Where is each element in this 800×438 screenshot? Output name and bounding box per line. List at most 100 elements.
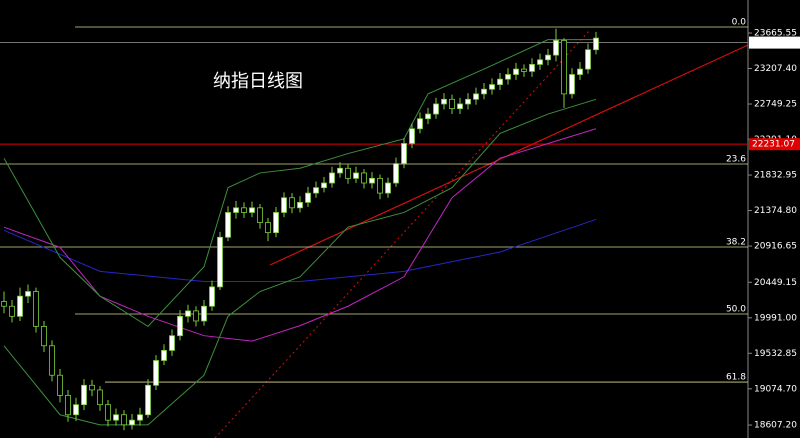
candle-body [281,197,287,213]
candle-body [169,335,175,351]
indicator-line [3,98,597,426]
candle-body [1,301,7,307]
candle-body [513,68,519,75]
candle-body [153,360,159,386]
candle-body [337,167,343,174]
candle-body [569,74,575,95]
indicator-line [3,39,596,328]
fib-label: 0.0 [732,18,747,28]
candle-body [137,414,143,421]
candle-body [345,167,351,179]
candle-body [89,384,95,391]
candle-body [97,389,103,406]
candle-body [457,103,463,110]
y-tick-label: 20916.65 [754,242,797,252]
candle-body [489,84,495,90]
candle-body [113,414,119,421]
candle-body [545,54,551,61]
candle-body [377,177,383,194]
candle-body [129,419,135,426]
candle-body [185,310,191,317]
candle-body [393,163,399,184]
indicator-line [3,128,597,342]
candle-body [73,404,79,416]
y-tick-label: 23207.40 [754,64,797,74]
y-tick-label: 19991.00 [754,313,797,323]
candle-body [121,414,127,426]
candle-body [17,295,23,317]
candle-body [41,325,47,347]
candle-body [241,207,247,213]
y-tick-label: 18607.20 [754,421,797,431]
candle-body [297,201,303,209]
candle-body [321,182,327,189]
candle-body [217,236,223,288]
candle-body [49,345,55,376]
candle-body [465,98,471,105]
candle-body [505,74,511,80]
candle-body [553,40,559,56]
candle-body [433,103,439,115]
candle-body [361,172,367,184]
y-tick-label: 22749.25 [754,100,797,110]
support-price-box [749,138,800,151]
candle-body [585,49,591,70]
candle-body [401,143,407,165]
candle-body [369,177,375,184]
y-tick-label: 19532.85 [754,349,797,359]
candle-body [193,310,199,322]
candle-body [9,305,15,317]
candle-body [409,128,415,144]
candle-body [593,37,599,51]
candle-body [265,222,271,234]
candle-body [473,93,479,100]
fib-label: 38.2 [726,238,746,248]
indicator-line [3,218,597,282]
y-tick-label: 20449.15 [754,278,797,288]
y-tick-label: 21374.80 [754,206,797,216]
candle-body [273,212,279,234]
candle-body [233,207,239,213]
y-tick-label: 23665.55 [754,29,797,39]
candle-body [537,59,543,65]
candle-body [425,113,431,120]
candle-body [449,98,455,110]
candle-body [353,172,359,179]
candle-body [57,374,63,396]
candle-body [529,64,535,72]
candle-body [313,187,319,194]
candle-body [33,291,39,327]
candle-body [81,384,87,406]
candle-body [417,118,423,130]
current-price-label: 23541.83 [752,38,795,48]
candle-body [289,197,295,209]
trend-line-dotted [214,29,591,438]
candle-body [209,286,215,307]
candle-body [249,207,255,213]
candle-body [561,40,567,95]
y-tick-label: 21832.95 [754,171,797,181]
candle-body [161,350,167,361]
candle-body [385,182,391,194]
candle-body [577,68,583,75]
candle-body [257,207,263,223]
candle-body [201,305,207,322]
candle-body [305,192,311,203]
candle-body [177,315,183,337]
fib-label: 61.8 [726,373,746,383]
candle-body [497,78,503,85]
candle-body [521,68,527,72]
chart-title: 纳指日线图 [213,71,303,92]
candle-body [441,98,447,105]
candle-body [329,172,335,184]
current-price-box [749,36,800,49]
candle-body [65,394,71,416]
candle-body [481,88,487,95]
candle-body [25,291,31,297]
fib-label: 23.6 [726,155,746,165]
fib-label: 50.0 [726,304,746,314]
candle-body [105,404,111,421]
y-tick-label: 19074.70 [754,384,797,394]
candle-body [145,384,151,416]
